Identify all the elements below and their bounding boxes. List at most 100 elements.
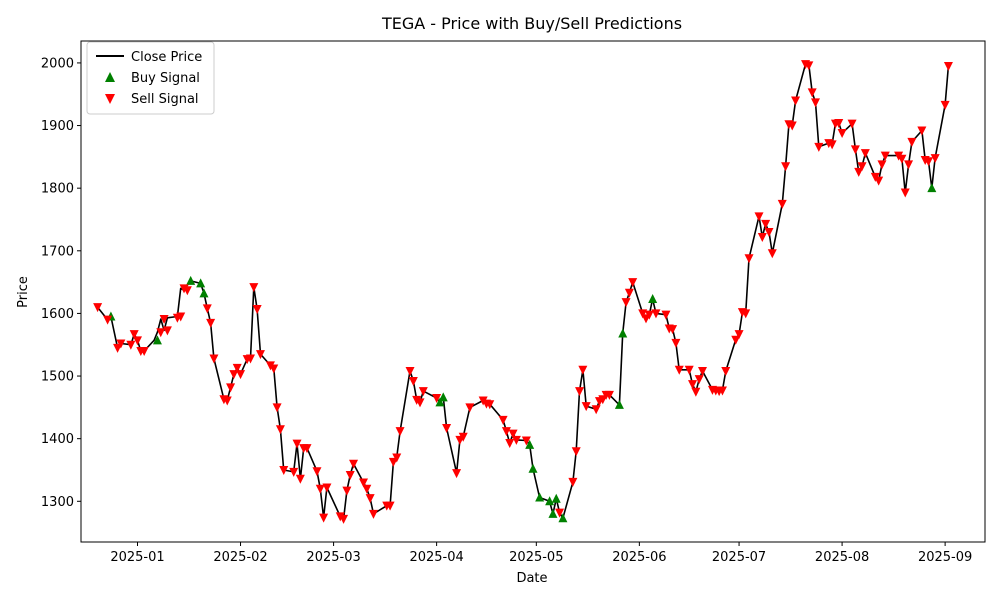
sell-signal-marker <box>628 278 638 288</box>
sell-signal-marker <box>319 513 329 523</box>
sell-signal-marker <box>206 318 216 328</box>
sell-signal-marker <box>269 364 279 374</box>
sell-signal-marker <box>581 402 591 412</box>
x-tick-label: 2025-03 <box>306 550 360 565</box>
sell-signal-marker <box>604 390 614 400</box>
sell-signal-marker <box>668 325 678 335</box>
sell-signal-marker <box>209 354 219 364</box>
sell-signal-marker <box>432 393 442 403</box>
sell-signal-marker <box>621 298 631 308</box>
x-tick-label: 2025-07 <box>712 550 766 565</box>
sell-signal-marker <box>418 387 428 397</box>
sell-signal-marker <box>322 483 332 493</box>
sell-signal-marker <box>362 484 372 494</box>
sell-signal-marker <box>644 310 654 320</box>
sell-signal-marker <box>761 219 771 229</box>
sell-signal-marker <box>139 346 149 356</box>
sell-signal-marker <box>777 199 787 209</box>
sell-signal-marker <box>498 415 508 425</box>
legend: Close Price Buy Signal Sell Signal <box>86 41 215 115</box>
sell-signal-marker <box>249 283 259 293</box>
buy-signal-marker <box>199 288 209 298</box>
sell-signal-marker <box>465 403 475 413</box>
sell-signal-marker <box>501 427 511 437</box>
sell-signal-marker <box>807 88 817 98</box>
sell-signal-marker <box>850 145 860 155</box>
buy-signal-marker <box>535 492 545 502</box>
sell-signal-marker <box>874 176 884 186</box>
sell-signal-marker <box>295 474 305 484</box>
sell-signal-marker <box>940 100 950 110</box>
x-tick-label: 2025-09 <box>918 550 972 565</box>
sell-signal-marker <box>575 387 585 397</box>
buy-signal-marker <box>196 278 206 288</box>
sell-signal-marker <box>508 429 518 439</box>
sell-signal-marker <box>255 350 265 360</box>
sell-signal-marker <box>694 375 704 385</box>
sell-signal-marker <box>571 447 581 457</box>
sell-signal-marker <box>767 249 777 259</box>
buy-signal-marker <box>186 275 196 285</box>
sell-signal-marker <box>226 383 236 393</box>
sell-signal-marker <box>176 312 186 322</box>
sell-signal-marker <box>757 233 767 243</box>
sell-signal-marker <box>202 304 212 314</box>
sell-signal-marker <box>814 142 824 152</box>
sell-signal-marker <box>578 365 588 375</box>
sell-signal-marker <box>691 387 701 397</box>
sell-signal-marker <box>721 367 731 377</box>
sell-signal-marker <box>279 465 289 475</box>
sell-signal-marker <box>133 336 142 346</box>
y-axis: 1300 1400 1500 1600 1700 1800 1900 2000 <box>41 56 81 510</box>
buy-signal-marker <box>545 496 555 506</box>
sell-signal-marker <box>521 436 531 446</box>
sell-signal-marker <box>103 315 113 325</box>
sell-signal-marker <box>924 157 933 167</box>
sell-signal-marker <box>661 310 671 320</box>
sell-signal-marker <box>688 380 698 390</box>
sell-signal-marker <box>684 365 694 375</box>
sell-signal-marker <box>272 403 282 413</box>
sell-signal-marker <box>342 486 352 496</box>
sell-signal-marker <box>156 328 166 338</box>
sell-signal-marker <box>811 98 820 108</box>
sell-signal-marker <box>315 484 325 494</box>
sell-signal-marker <box>236 370 246 380</box>
sell-signal-marker <box>930 154 940 164</box>
sell-signal-marker <box>624 288 634 298</box>
sell-signal-marker <box>312 467 322 477</box>
sell-signal-marker <box>442 424 452 434</box>
sell-signal-marker <box>392 453 402 463</box>
sell-signal-marker <box>857 162 867 172</box>
legend-label-close-price: Close Price <box>131 50 202 65</box>
sell-signal-marker <box>229 370 239 380</box>
sell-signal-marker <box>671 338 681 348</box>
sell-signal-marker <box>405 367 415 377</box>
sell-signal-marker <box>452 469 462 479</box>
sell-signal-marker <box>731 335 741 345</box>
sell-signal-marker <box>764 228 774 238</box>
buy-signal-marker <box>618 328 628 338</box>
y-tick-label: 1800 <box>41 182 74 197</box>
legend-buy-triangle-icon <box>105 72 115 82</box>
sell-signal-marker <box>804 61 814 71</box>
sell-signal-marker <box>698 367 707 377</box>
sell-signal-marker <box>880 151 890 161</box>
sell-signal-marker <box>917 126 927 136</box>
sell-signal-marker <box>854 167 864 177</box>
sell-signal-marker <box>232 363 242 373</box>
sell-signal-marker <box>837 129 847 139</box>
sell-signal-marker <box>345 470 355 480</box>
x-tick-label: 2025-06 <box>612 550 666 565</box>
sell-signal-marker <box>93 303 103 313</box>
sell-signal-marker <box>734 330 744 340</box>
sell-signal-marker <box>717 386 727 396</box>
sell-signal-marker <box>415 398 425 408</box>
sell-signal-marker <box>365 494 375 504</box>
y-tick-label: 1300 <box>41 495 74 510</box>
buy-signal-marker <box>551 493 561 503</box>
sell-signal-marker <box>302 444 312 454</box>
sell-signal-marker <box>907 137 917 147</box>
x-tick-label: 2025-08 <box>815 550 869 565</box>
sell-signal-marker <box>485 400 495 410</box>
